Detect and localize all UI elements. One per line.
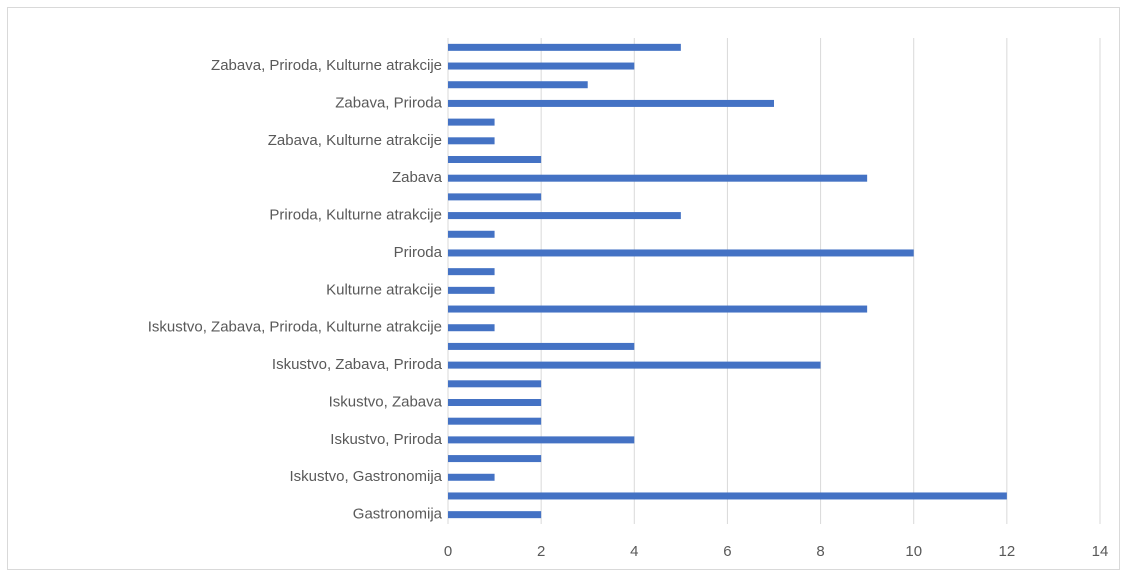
bar bbox=[448, 399, 542, 406]
bar bbox=[448, 436, 635, 444]
bar bbox=[448, 417, 542, 425]
bar bbox=[448, 193, 542, 201]
x-tick-label: 12 bbox=[999, 543, 1016, 560]
y-tick-label: Zabava, Priroda bbox=[335, 94, 442, 111]
bar bbox=[448, 268, 495, 276]
bar bbox=[448, 286, 495, 294]
bar bbox=[448, 324, 495, 332]
bar bbox=[448, 473, 495, 481]
bar bbox=[448, 62, 635, 70]
bar bbox=[448, 118, 495, 126]
x-tick-label: 8 bbox=[816, 543, 824, 560]
y-tick-label: Priroda bbox=[394, 244, 443, 261]
x-tick-label: 2 bbox=[537, 543, 545, 560]
y-tick-label: Zabava, Kulturne atrakcije bbox=[268, 132, 442, 149]
y-tick-label: Zabava bbox=[392, 169, 443, 186]
bar bbox=[448, 455, 542, 463]
bar bbox=[448, 81, 588, 89]
bar bbox=[448, 174, 868, 182]
y-tick-label: Iskustvo, Priroda bbox=[330, 431, 442, 448]
bar bbox=[448, 99, 774, 107]
x-tick-label: 4 bbox=[630, 543, 638, 560]
x-tick-label: 14 bbox=[1092, 543, 1109, 560]
y-tick-label: Zabava, Priroda, Kulturne atrakcije bbox=[211, 57, 442, 74]
y-tick-label: Priroda, Kulturne atrakcije bbox=[269, 207, 442, 224]
chart-frame bbox=[7, 7, 1120, 570]
bar bbox=[448, 43, 681, 51]
y-tick-label: Gastronomija bbox=[353, 506, 443, 523]
x-tick-label: 0 bbox=[444, 543, 452, 560]
bar bbox=[448, 492, 1007, 500]
bar bbox=[448, 230, 495, 238]
bar bbox=[448, 305, 868, 313]
y-tick-label: Kulturne atrakcije bbox=[326, 281, 442, 298]
y-tick-label: Iskustvo, Gastronomija bbox=[289, 468, 442, 485]
bar bbox=[448, 511, 542, 519]
y-tick-label: Iskustvo, Zabava, Priroda bbox=[272, 356, 443, 373]
x-tick-label: 10 bbox=[905, 543, 922, 560]
x-tick-label: 6 bbox=[723, 543, 731, 560]
bar bbox=[448, 361, 821, 369]
bar bbox=[448, 342, 635, 350]
bar bbox=[448, 212, 681, 220]
bar bbox=[448, 156, 542, 163]
y-tick-label: Iskustvo, Zabava, Priroda, Kulturne atra… bbox=[148, 319, 442, 336]
bar bbox=[448, 137, 495, 145]
bar bbox=[448, 249, 914, 257]
bar bbox=[448, 380, 542, 388]
y-tick-label: Iskustvo, Zabava bbox=[329, 393, 443, 410]
